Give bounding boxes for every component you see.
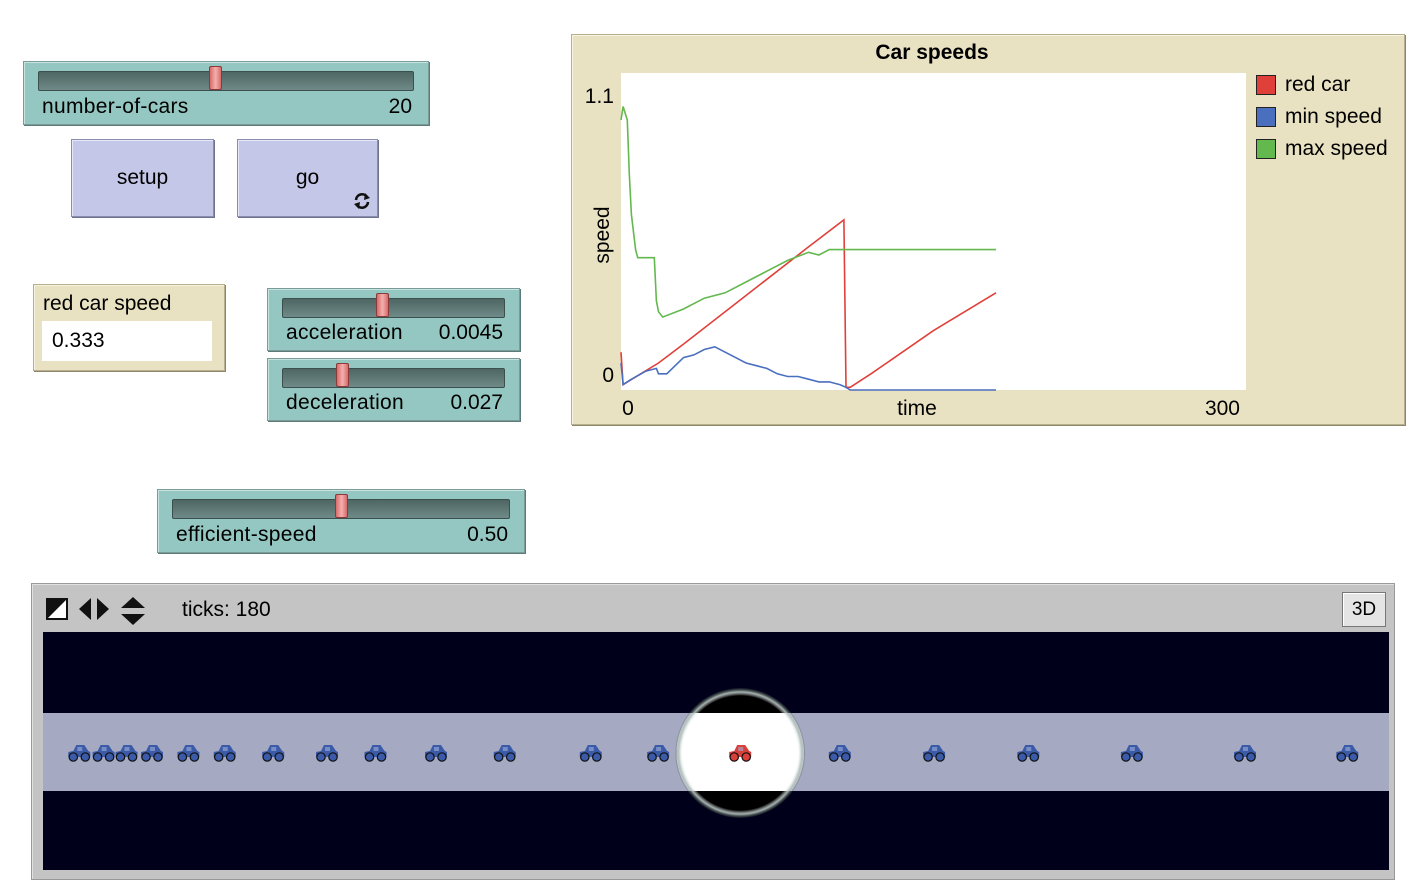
red-car-speed-monitor: red car speed 0.333 [33, 284, 225, 371]
plot-canvas: 1.1 0 0 300 time speed [585, 73, 1246, 420]
y-tick-label: 0 [602, 364, 614, 387]
forever-icon [354, 193, 370, 209]
slider-track[interactable] [282, 298, 505, 318]
car [141, 745, 163, 762]
red-car [729, 745, 752, 762]
x-tick-label: 0 [622, 397, 634, 420]
go-button[interactable]: go [237, 139, 378, 217]
car [1336, 745, 1359, 762]
car [177, 745, 200, 762]
world-view: ticks: 180 3D [31, 583, 1395, 880]
deceleration-slider[interactable]: deceleration 0.027 [267, 358, 520, 421]
ticks-counter: ticks: 180 [182, 598, 271, 621]
slider-thumb[interactable] [376, 293, 390, 317]
slider-label: efficient-speed [176, 523, 317, 546]
car [262, 745, 285, 762]
series-line-min-speed [620, 345, 996, 391]
slider-label: number-of-cars [42, 95, 189, 118]
legend-label: max speed [1285, 137, 1388, 160]
go-button-label: go [295, 166, 320, 189]
y-tick-label: 1.1 [585, 85, 614, 108]
car [579, 745, 602, 762]
slider-track[interactable] [282, 368, 505, 388]
car [213, 745, 236, 762]
resize-vertical-icon[interactable] [118, 596, 148, 626]
car [364, 745, 387, 762]
car [316, 745, 338, 762]
slider-value: 0.50 [467, 523, 508, 546]
slider-label: deceleration [286, 391, 405, 414]
efficient-speed-slider[interactable]: efficient-speed 0.50 [157, 489, 525, 553]
resize-horizontal-icon[interactable] [77, 596, 111, 622]
slider-thumb[interactable] [335, 494, 348, 518]
car [1017, 745, 1040, 762]
setup-button-label: setup [116, 166, 169, 189]
x-axis-label: time [897, 397, 937, 420]
car [115, 745, 138, 762]
monitor-label: red car speed [43, 292, 172, 315]
plot-area [621, 73, 1246, 390]
series-line-red-car [620, 218, 997, 389]
legend-label: red car [1285, 73, 1351, 96]
setup-button[interactable]: setup [71, 139, 214, 217]
car-speeds-plot: Car speeds 1.1 0 0 300 time speed red ca… [571, 34, 1405, 425]
slider-track[interactable] [38, 71, 414, 91]
x-tick-label: 300 [1205, 397, 1240, 420]
car [1120, 745, 1143, 762]
legend-swatch [1256, 107, 1276, 127]
monitor-value: 0.333 [42, 321, 212, 361]
car [493, 745, 516, 762]
slider-label: acceleration [286, 321, 403, 344]
series-line-max-speed [620, 106, 996, 319]
plot-title: Car speeds [875, 41, 989, 64]
slider-value: 0.0045 [438, 321, 503, 344]
legend-swatch [1256, 75, 1276, 95]
car [923, 745, 946, 762]
slider-value: 20 [388, 95, 412, 118]
y-axis-label: speed [591, 206, 614, 263]
number-of-cars-slider[interactable]: number-of-cars 20 [23, 61, 429, 125]
3d-view-button[interactable]: 3D [1342, 592, 1386, 627]
car [92, 745, 115, 762]
car [1234, 745, 1256, 762]
legend-label: min speed [1285, 105, 1382, 128]
car [425, 745, 447, 762]
slider-value: 0.027 [450, 391, 503, 414]
car [647, 745, 670, 762]
legend-swatch [1256, 139, 1276, 159]
car [828, 745, 851, 762]
acceleration-slider[interactable]: acceleration 0.0045 [267, 288, 520, 351]
slider-thumb[interactable] [208, 66, 222, 90]
edit-view-icon[interactable] [45, 596, 69, 622]
world-canvas [43, 632, 1389, 870]
slider-thumb[interactable] [336, 363, 350, 387]
car [68, 745, 91, 762]
